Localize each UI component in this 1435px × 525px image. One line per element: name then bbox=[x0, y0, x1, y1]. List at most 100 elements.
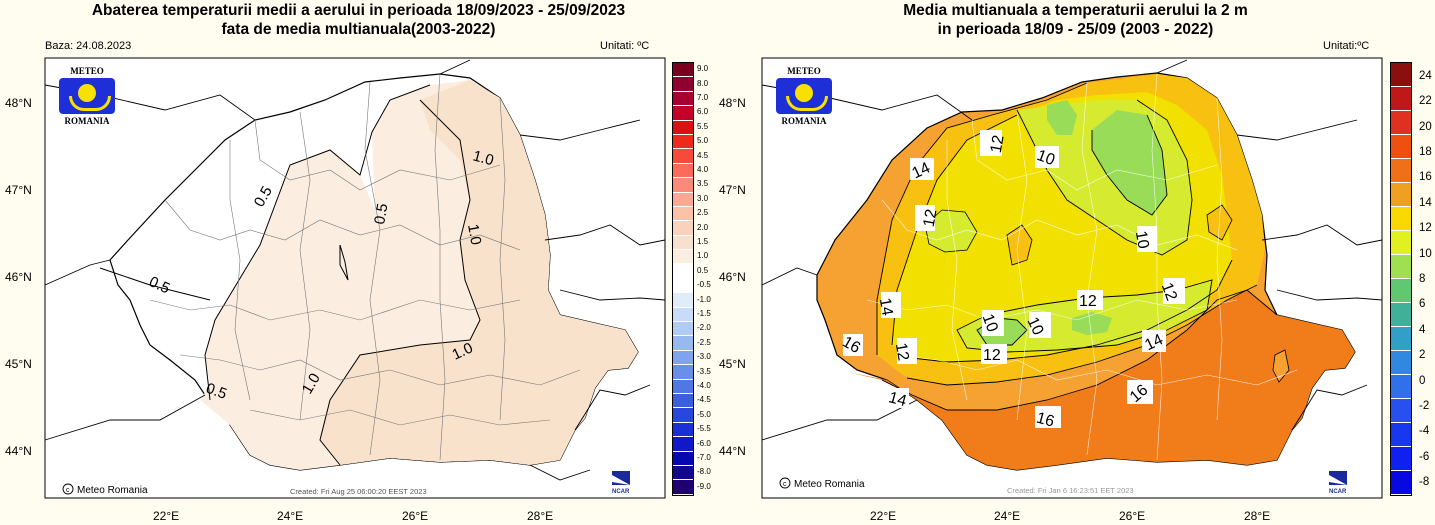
colorbar-label: 0 bbox=[1419, 374, 1426, 387]
colorbar-swatch bbox=[673, 206, 693, 222]
colorbar-label: -1.0 bbox=[697, 294, 711, 304]
colorbar-label: -6 bbox=[1419, 450, 1430, 463]
lon-label: 26°E bbox=[402, 509, 428, 523]
colorbar-label: -5.0 bbox=[697, 409, 711, 419]
right-title: Media multianuala a temperaturii aerului… bbox=[717, 1, 1434, 39]
logo-emblem-icon bbox=[776, 78, 832, 114]
colorbar-label: 10 bbox=[1419, 247, 1432, 260]
colorbar-swatch bbox=[673, 422, 693, 438]
colorbar-swatch bbox=[1391, 303, 1411, 327]
colorbar-label: 8.0 bbox=[697, 78, 709, 88]
colorbar-label: -2.0 bbox=[697, 323, 711, 333]
colorbar-label: 2.0 bbox=[697, 222, 709, 232]
colorbar-label: 12 bbox=[1419, 222, 1432, 235]
colorbar-label: 7.0 bbox=[697, 93, 709, 102]
right-colorbar bbox=[1390, 62, 1412, 496]
colorbar-swatch bbox=[673, 77, 693, 92]
right-title-line1: Media multianuala a temperaturii aerului… bbox=[903, 2, 1248, 19]
colorbar-swatch bbox=[673, 451, 693, 466]
colorbar-swatch bbox=[1391, 351, 1411, 375]
colorbar-label: 24 bbox=[1419, 69, 1432, 82]
colorbar-swatch bbox=[673, 393, 693, 409]
credit-text: Meteo Romania bbox=[794, 479, 865, 490]
colorbar-swatch bbox=[673, 91, 693, 107]
colorbar-label: -7.0 bbox=[697, 453, 711, 462]
colorbar-swatch bbox=[673, 379, 693, 394]
colorbar-swatch bbox=[1391, 63, 1411, 87]
colorbar-label: 5.5 bbox=[697, 121, 709, 131]
logo-emblem-icon bbox=[59, 78, 115, 114]
left-colorbar bbox=[672, 62, 694, 496]
ncar-logo-icon: NCAR bbox=[612, 471, 630, 495]
colorbar-label: 6 bbox=[1419, 298, 1426, 311]
colorbar-label: 1.0 bbox=[697, 251, 709, 261]
contour-label: 12 bbox=[1158, 281, 1180, 304]
colorbar-swatch bbox=[673, 163, 693, 179]
colorbar-label: 6.0 bbox=[697, 107, 709, 117]
colorbar-swatch bbox=[673, 63, 693, 78]
contour-label: 14 bbox=[887, 389, 909, 410]
colorbar-label: -2.5 bbox=[697, 337, 711, 347]
contour-label: 12 bbox=[983, 347, 1001, 364]
colorbar-swatch bbox=[1391, 159, 1411, 183]
credit-text: Meteo Romania bbox=[77, 485, 148, 496]
contour-label: 1.0 bbox=[471, 147, 496, 169]
contour-label: 12 bbox=[892, 342, 912, 363]
contour-label: 12 bbox=[1079, 293, 1097, 310]
colorbar-swatch bbox=[1391, 279, 1411, 303]
colorbar-swatch bbox=[673, 192, 693, 207]
lat-label: 47°N bbox=[719, 183, 746, 197]
meteo-romania-logo: METEO ROMANIA bbox=[773, 66, 835, 126]
svg-text:NCAR: NCAR bbox=[612, 489, 630, 495]
colorbar-label: 2.5 bbox=[697, 208, 709, 218]
contour-label: 0.5 bbox=[371, 202, 391, 225]
copyright-icon bbox=[62, 483, 74, 495]
left-title-line2: fata de media multianuala(2003-2022) bbox=[221, 21, 496, 38]
colorbar-swatch bbox=[673, 278, 693, 294]
logo-bottom-text: ROMANIA bbox=[781, 116, 827, 126]
colorbar-swatch bbox=[673, 264, 693, 279]
colorbar-label: 4.0 bbox=[697, 165, 709, 174]
colorbar-swatch bbox=[673, 250, 693, 265]
colorbar-swatch bbox=[1391, 327, 1411, 351]
colorbar-swatch bbox=[1391, 447, 1411, 471]
colorbar-label: -3.0 bbox=[697, 352, 711, 362]
colorbar-label: 4 bbox=[1419, 323, 1426, 336]
lat-label: 45°N bbox=[5, 357, 32, 371]
colorbar-label: 22 bbox=[1419, 95, 1432, 108]
colorbar-label: -1.5 bbox=[697, 309, 711, 318]
colorbar-label: 4.5 bbox=[697, 150, 709, 160]
left-map: 0.5 0.5 0.5 0.5 1.0 1.0 1.0 1.0 48°N 47°… bbox=[5, 57, 666, 523]
contour-label: 10 bbox=[1024, 315, 1047, 338]
colorbar-swatch bbox=[673, 307, 693, 323]
colorbar-label: 14 bbox=[1419, 196, 1432, 209]
left-units: Unitati: ºC bbox=[600, 40, 650, 52]
contour-label: 10 bbox=[1035, 147, 1058, 169]
svg-text:c: c bbox=[66, 487, 70, 494]
left-title-line1: Abaterea temperaturii medii a aerului in… bbox=[91, 2, 626, 19]
contour-label: 1.0 bbox=[464, 223, 484, 246]
lon-label: 24°E bbox=[277, 509, 303, 523]
lat-label: 47°N bbox=[5, 183, 32, 197]
colorbar-swatch bbox=[673, 178, 693, 193]
colorbar-label: 20 bbox=[1419, 120, 1432, 133]
colorbar-swatch bbox=[1391, 375, 1411, 399]
left-title: Abaterea temperaturii medii a aerului in… bbox=[0, 1, 717, 39]
colorbar-swatch bbox=[673, 465, 693, 481]
colorbar-swatch bbox=[1391, 423, 1411, 447]
contour-label: 12 bbox=[921, 208, 941, 229]
lon-label: 26°E bbox=[1119, 509, 1145, 523]
colorbar-label: -4.0 bbox=[697, 381, 711, 390]
right-map: 12 10 14 12 10 12 12 14 10 12 10 12 14 bbox=[719, 57, 1383, 523]
colorbar-swatch bbox=[1391, 471, 1411, 495]
colorbar-swatch bbox=[1391, 255, 1411, 279]
colorbar-label: 1.5 bbox=[697, 237, 709, 246]
colorbar-swatch bbox=[673, 322, 693, 337]
logo-top-text: METEO bbox=[787, 66, 821, 76]
created-text: Created: Fri Aug 25 06:00:20 EEST 2023 bbox=[290, 487, 427, 496]
colorbar-label: -8.0 bbox=[697, 467, 711, 477]
lon-label: 22°E bbox=[153, 509, 179, 523]
colorbar-label: -0.5 bbox=[697, 280, 711, 290]
lat-label: 46°N bbox=[719, 270, 746, 284]
colorbar-label: 0.5 bbox=[697, 265, 709, 275]
